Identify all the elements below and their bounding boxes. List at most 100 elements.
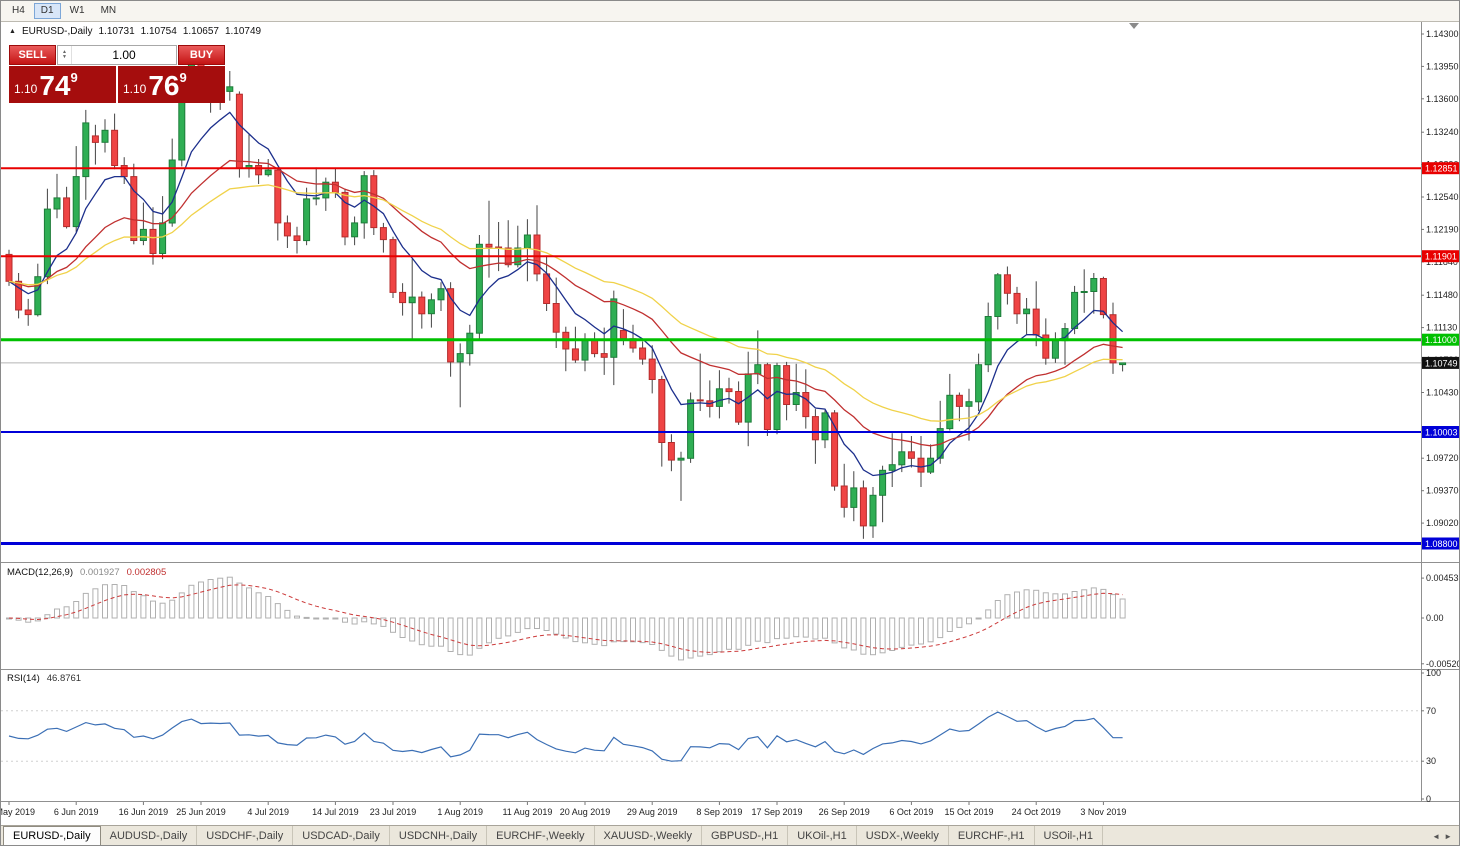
symbol-tab-xauusd[interactable]: XAUUSD-,Weekly — [595, 826, 702, 845]
candle-body — [351, 222, 359, 238]
macd-histogram-bar — [198, 581, 204, 619]
rsi-name: RSI(14) — [7, 673, 40, 684]
candle-body — [5, 253, 13, 282]
macd-histogram-bar — [937, 617, 944, 639]
volume-up-icon[interactable]: ▲ — [62, 49, 67, 55]
date-label: 25 Jun 2019 — [176, 807, 226, 817]
symbol-tab-usdcnh[interactable]: USDCNH-,Daily — [390, 826, 488, 845]
price-badge — [1422, 333, 1459, 346]
candle-body — [475, 243, 483, 334]
symbol-tab-audusd[interactable]: AUDUSD-,Daily — [101, 826, 198, 845]
candle-body — [869, 494, 877, 527]
macd-histogram-bar — [639, 617, 646, 644]
macd-histogram-bar — [745, 617, 752, 646]
symbol-tab-eurusd[interactable]: EURUSD-,Daily — [3, 826, 101, 845]
symbol-tab-ukoil[interactable]: UKOil-,H1 — [788, 826, 857, 845]
macd-histogram-bar — [1004, 594, 1011, 619]
sell-price-point: 9 — [70, 70, 78, 85]
macd-histogram-bar — [812, 617, 819, 640]
sell-price-display: 1.10 74 9 — [9, 66, 116, 103]
macd-histogram-bar — [332, 617, 339, 620]
candle-body — [331, 181, 339, 193]
candle-body — [293, 235, 301, 241]
timeframe-button-mn[interactable]: MN — [94, 3, 124, 19]
macd-histogram-bar — [409, 617, 416, 642]
volume-field[interactable]: ▲ ▼ 1.00 — [57, 45, 177, 65]
candle-body — [418, 296, 426, 315]
candle-body — [264, 169, 272, 176]
candle-body — [811, 416, 819, 441]
macd-histogram-bar — [687, 617, 694, 659]
price-tick-label: 1.11130 — [1426, 323, 1457, 333]
ohlc-open: 1.10731 — [98, 26, 135, 37]
candle-body — [859, 487, 867, 527]
candle-body — [571, 348, 579, 361]
volume-value[interactable]: 1.00 — [112, 48, 136, 62]
macd-histogram-bar — [706, 617, 713, 656]
date-label: 17 Sep 2019 — [751, 807, 802, 817]
macd-histogram-bar — [658, 617, 665, 651]
date-label: 16 Jun 2019 — [119, 807, 169, 817]
macd-axis-label: -0.005205 — [1426, 659, 1460, 669]
buy-button[interactable]: BUY — [178, 45, 225, 65]
macd-signal-line — [8, 584, 1123, 653]
macd-histogram-bar — [908, 617, 915, 646]
symbol-tab-usdchf[interactable]: USDCHF-,Daily — [197, 826, 294, 845]
symbol-tab-eurchf[interactable]: EURCHF-,Weekly — [487, 826, 595, 845]
symbol-tab-usdx[interactable]: USDX-,Weekly — [857, 826, 949, 845]
macd-histogram-bar — [1119, 598, 1126, 619]
timeframe-button-h4[interactable]: H4 — [5, 3, 32, 19]
ma-line-21 — [8, 159, 1123, 447]
candle-body — [1099, 278, 1107, 316]
price-tick-label: 1.09370 — [1426, 486, 1459, 496]
candle-body — [1023, 308, 1031, 315]
macd-histogram-bar — [1033, 589, 1040, 619]
macd-histogram-bar — [591, 617, 598, 645]
candle-body — [773, 365, 781, 431]
symbol-tab-usoil[interactable]: USOil-,H1 — [1035, 826, 1104, 845]
sell-button[interactable]: SELL — [9, 45, 56, 65]
macd-histogram-bar — [601, 617, 608, 647]
candle-body — [725, 388, 733, 393]
macd-histogram-bar — [716, 617, 723, 653]
chart-shift-marker-icon[interactable] — [1129, 23, 1139, 29]
timeframe-button-w1[interactable]: W1 — [63, 3, 92, 19]
ohlc-close: 1.10749 — [224, 26, 262, 37]
candle-body — [111, 129, 119, 167]
price-badge — [1422, 162, 1459, 175]
macd-histogram-bar — [418, 617, 425, 646]
price-tick-label: 1.09720 — [1426, 453, 1459, 463]
candle-body — [34, 276, 42, 316]
macd-name: MACD(12,26,9) — [7, 567, 73, 578]
symbol-tab-eurchf[interactable]: EURCHF-,H1 — [949, 826, 1035, 845]
macd-histogram-bar — [1062, 593, 1068, 619]
rsi-axis-label: 0 — [1426, 794, 1431, 804]
candle-body — [15, 280, 23, 311]
symbol-tab-gbpusd[interactable]: GBPUSD-,H1 — [702, 826, 789, 845]
macd-histogram-bar — [476, 617, 483, 649]
macd-histogram-bar — [63, 606, 70, 619]
macd-main-value: 0.001927 — [80, 567, 120, 578]
collapse-arrow-icon[interactable]: ▲ — [9, 28, 16, 35]
candle-body — [802, 392, 810, 418]
symbol-tab-usdcad[interactable]: USDCAD-,Daily — [293, 826, 390, 845]
volume-down-icon[interactable]: ▼ — [62, 54, 67, 60]
date-label: 23 Jul 2019 — [370, 807, 417, 817]
tab-scroll-left-icon[interactable]: ◄ — [1432, 832, 1441, 841]
macd-histogram-bar — [966, 617, 972, 625]
candle-body — [715, 388, 723, 407]
rsi-axis-label: 100 — [1426, 668, 1441, 678]
buy-price-point: 9 — [179, 70, 187, 85]
tab-scroll-right-icon[interactable]: ► — [1444, 832, 1452, 841]
candle-body — [840, 485, 848, 508]
macd-histogram-bar — [774, 617, 780, 640]
candle-body — [523, 234, 531, 249]
macd-histogram-bar — [178, 592, 185, 619]
date-label: 28 May 2019 — [1, 807, 35, 817]
macd-histogram-bar — [927, 617, 934, 643]
candle-body — [24, 309, 32, 316]
timeframe-button-d1[interactable]: D1 — [33, 3, 61, 19]
chart-plot[interactable]: 1.143001.139501.136001.132401.128901.125… — [1, 21, 1460, 825]
macd-histogram-bar — [54, 608, 60, 619]
candle-body — [274, 169, 282, 224]
